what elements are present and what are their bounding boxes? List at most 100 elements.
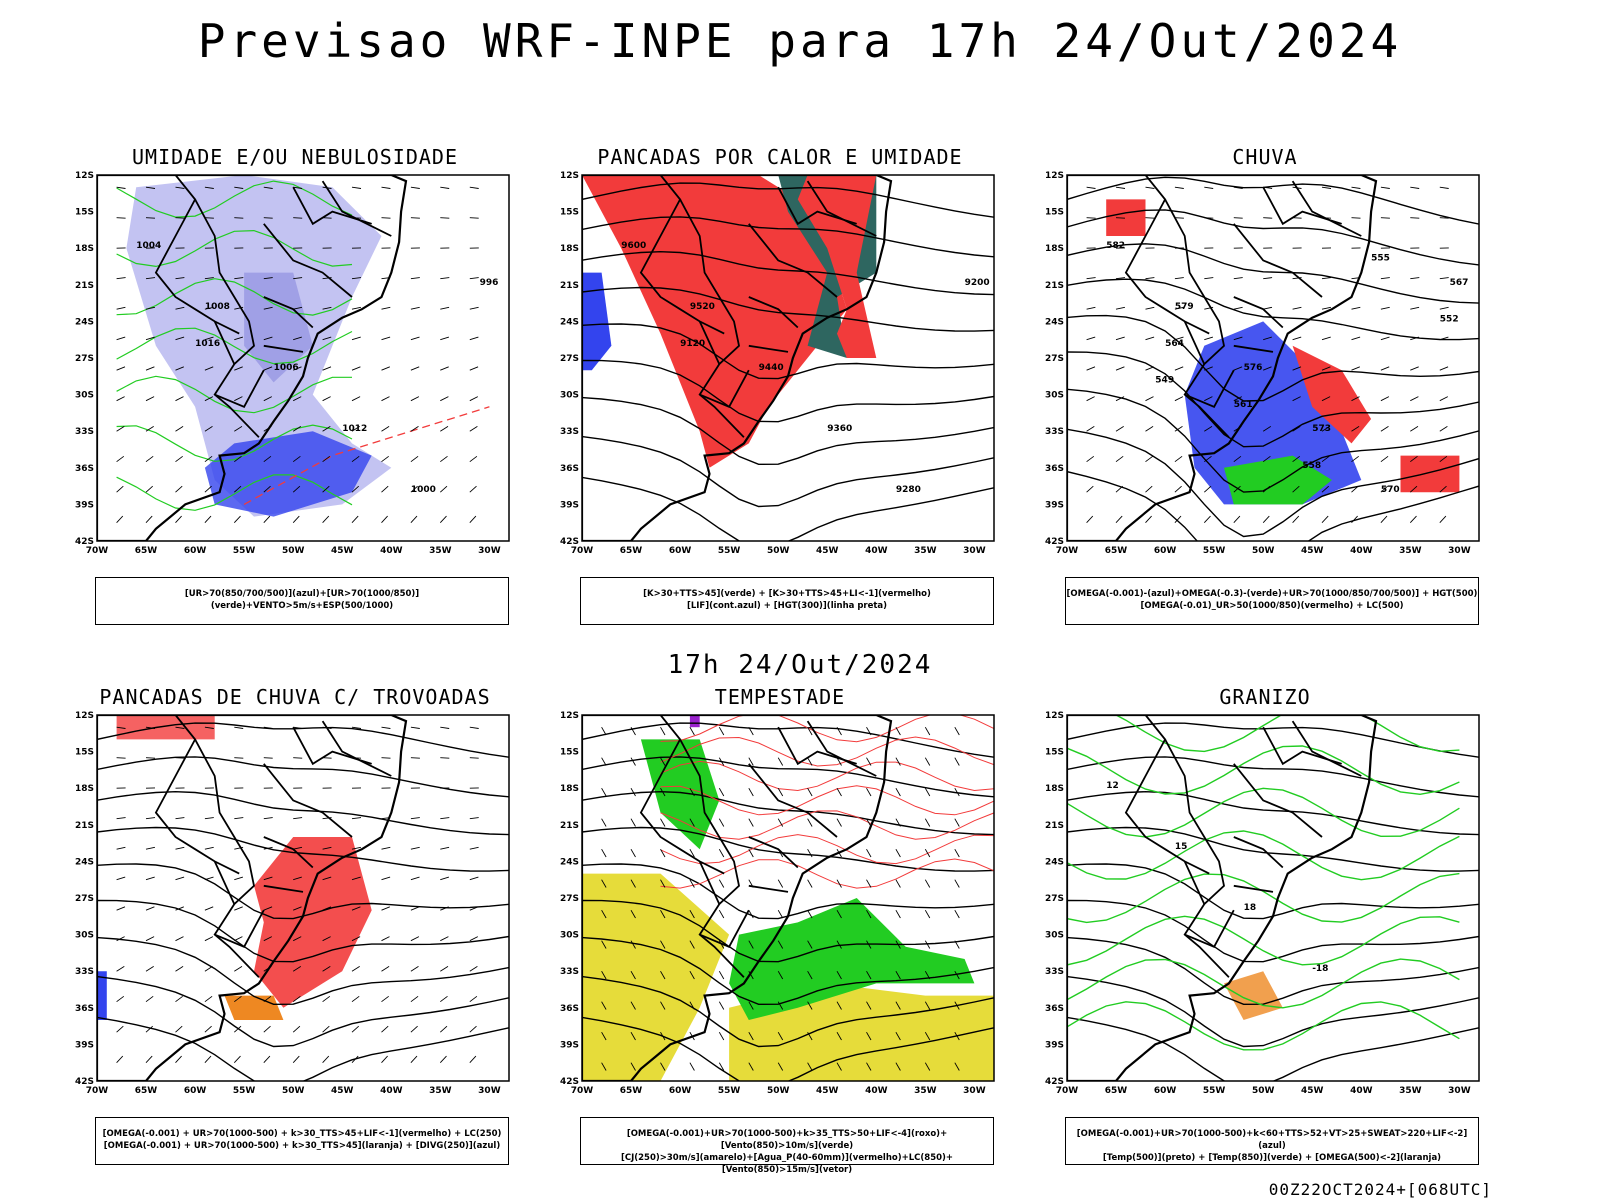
wind-vector <box>1233 306 1243 310</box>
wind-vector <box>381 876 391 881</box>
lat-label: 21S <box>1045 281 1064 291</box>
wind-vector <box>836 1062 842 1071</box>
wind-vector <box>1380 515 1388 524</box>
wind-vector <box>440 995 448 1003</box>
lat-label: 36S <box>75 1004 94 1014</box>
wind-vector <box>204 1025 212 1033</box>
wind-vector <box>145 306 155 310</box>
wind-vector <box>439 1055 447 1064</box>
severe-area <box>689 715 700 728</box>
wind-vector <box>381 455 389 463</box>
wind-vector <box>469 906 479 911</box>
humidity-line <box>116 424 353 462</box>
wind-vector <box>807 1031 813 1041</box>
state-border <box>154 715 240 875</box>
wind-vector <box>410 396 420 402</box>
wind-vector <box>836 909 842 919</box>
wind-vector <box>469 817 479 820</box>
lon-label: 65W <box>620 1086 643 1096</box>
wind-vector <box>895 970 901 980</box>
wind-vector <box>293 336 302 341</box>
wind-vector <box>924 757 931 766</box>
panel-chuva: CHUVA 582 579 576 573 570 567 564 561 558 555 552 5… <box>1045 145 1485 625</box>
wind-vector <box>954 1062 960 1071</box>
lon-label: 45W <box>331 546 354 556</box>
wind-vector <box>1204 186 1214 189</box>
wind-vector <box>1086 366 1096 371</box>
wind-vector <box>469 455 478 463</box>
contour-label: 9360 <box>827 424 852 434</box>
temp850-line <box>1067 1001 1460 1051</box>
lat-label: 24S <box>75 857 94 867</box>
wind-vector <box>263 186 273 189</box>
wind-vector <box>1204 396 1213 402</box>
wind-vector <box>263 515 271 524</box>
wind-vector <box>116 396 125 402</box>
legend-line: [OMEGA(-0.001)+UR>70(1000-500)+k>35_TTS>… <box>626 1129 948 1151</box>
wind-vector <box>1292 366 1302 371</box>
run-info: 00Z22OCT2024+[068UTC] <box>1268 1180 1492 1199</box>
lat-label: 39S <box>1045 500 1064 510</box>
temperature-line <box>660 715 994 743</box>
lon-label: 40W <box>1350 1086 1373 1096</box>
wind-vector <box>748 1031 754 1041</box>
lat-label: 21S <box>560 821 579 831</box>
state-border <box>321 720 392 777</box>
wind-vector <box>263 277 273 280</box>
wind-vector <box>145 217 156 219</box>
wind-vector <box>381 366 390 371</box>
state-border <box>748 836 799 869</box>
wind-vector <box>1321 306 1331 310</box>
contour-label: 9440 <box>759 363 784 373</box>
lon-label: 70W <box>86 546 109 556</box>
panel-title: CHUVA <box>1232 145 1298 169</box>
lat-label: 30S <box>75 391 94 401</box>
wind-vector <box>145 336 155 341</box>
wind-vector <box>777 940 784 949</box>
legend-line: [K>30+TTS>45](verde) + [K>30+TTS>45+LI<-… <box>643 589 931 599</box>
wind-vector <box>954 970 960 980</box>
wind-vector <box>807 848 813 858</box>
wind-vector <box>175 1025 183 1033</box>
wind-vector <box>145 396 155 402</box>
legend-box: [OMEGA(-0.001)+UR>70(1000-500)+k<60+TTS>… <box>1065 1117 1479 1165</box>
wind-vector <box>204 336 214 341</box>
lat-label: 27S <box>1045 354 1064 364</box>
wind-vector <box>1233 366 1243 371</box>
lon-label: 50W <box>1252 546 1275 556</box>
wind-vector <box>807 879 813 888</box>
wind-vector <box>204 1055 212 1064</box>
coastline <box>582 715 893 1081</box>
lat-label: 42S <box>75 537 94 547</box>
wind-vector <box>145 906 155 911</box>
wind-vector <box>748 818 754 827</box>
wind-vector <box>116 455 125 463</box>
wind-vector <box>689 940 695 949</box>
contour-label: 9200 <box>965 278 990 288</box>
wind-vector <box>689 726 695 736</box>
isoline <box>1067 756 1479 798</box>
lon-label: 60W <box>669 546 692 556</box>
wind-vector <box>469 186 479 189</box>
wind-vector <box>440 906 449 911</box>
state-border <box>263 223 353 298</box>
wind-vector <box>351 396 361 402</box>
lat-label: 15S <box>560 748 579 758</box>
lat-label: 36S <box>560 1004 579 1014</box>
isoline <box>1067 428 1479 538</box>
wind-vector <box>116 1025 124 1033</box>
mid-time-label: 17h 24/Out/2024 <box>667 650 933 680</box>
panel-pancadas-calor: PANCADAS POR CALOR E UMIDADE 9600 9520 944… <box>560 145 1000 625</box>
contour-label: 555 <box>1371 253 1390 263</box>
wind-vector <box>1204 366 1213 371</box>
wind-vector <box>1115 515 1123 524</box>
wind-vector <box>1321 485 1330 493</box>
wind-vector <box>469 876 479 881</box>
wind-vector <box>630 787 636 797</box>
contour-label: 552 <box>1440 314 1459 324</box>
temp850-line <box>1067 958 1460 1009</box>
wind-vector <box>807 940 813 949</box>
wind-vector <box>748 940 754 949</box>
